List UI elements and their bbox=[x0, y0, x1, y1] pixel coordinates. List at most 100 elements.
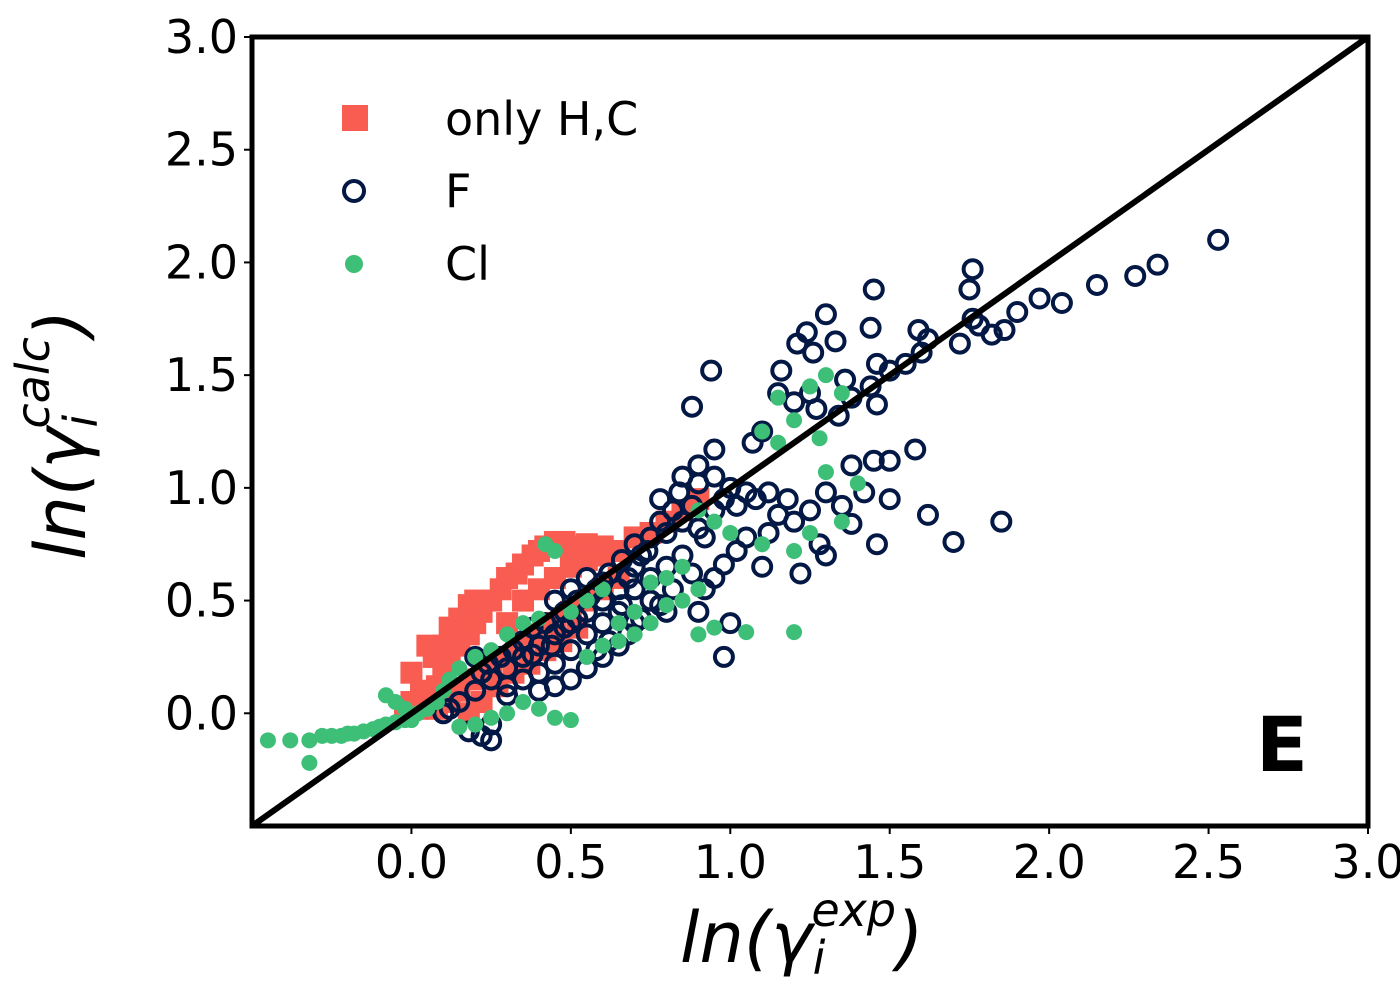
point-0-37 bbox=[400, 661, 423, 684]
point-1-71 bbox=[719, 612, 742, 635]
panel-label: E bbox=[1256, 700, 1308, 789]
point-1-49 bbox=[878, 488, 901, 511]
identity-line bbox=[250, 34, 1370, 829]
point-1-62 bbox=[725, 539, 748, 562]
y-tick-label-3: 1.5 bbox=[165, 348, 238, 402]
point-1-4 bbox=[1050, 292, 1073, 315]
point-0-58 bbox=[409, 679, 432, 702]
point-2-44 bbox=[817, 464, 834, 481]
point-2-65 bbox=[499, 705, 516, 722]
point-2-71 bbox=[610, 633, 627, 650]
legend-marker-cl bbox=[345, 255, 363, 273]
y-axis-title-sub: i bbox=[54, 414, 108, 427]
point-2-76 bbox=[690, 581, 707, 598]
legend-label-cl: Cl bbox=[445, 237, 490, 291]
y-tick-label-6: 3.0 bbox=[165, 10, 238, 64]
point-0-34 bbox=[464, 589, 487, 612]
point-1-110 bbox=[693, 526, 716, 549]
x-axis-title-base: ln(γ bbox=[680, 897, 816, 979]
y-tick-label-0: 0.0 bbox=[165, 686, 238, 740]
point-2-37 bbox=[642, 574, 659, 591]
x-tick-label-1: 0.5 bbox=[534, 835, 607, 889]
point-1-148 bbox=[496, 675, 519, 698]
point-1-165 bbox=[540, 634, 563, 657]
point-2-61 bbox=[546, 709, 563, 726]
point-2-49 bbox=[754, 536, 771, 553]
point-2-73 bbox=[642, 615, 659, 632]
point-1-104 bbox=[464, 679, 487, 702]
point-2-39 bbox=[674, 558, 691, 575]
series-cl bbox=[259, 367, 866, 771]
point-2-42 bbox=[738, 624, 755, 641]
point-2-55 bbox=[786, 412, 803, 429]
point-2-33 bbox=[578, 592, 595, 609]
point-2-64 bbox=[515, 694, 532, 711]
point-1-65 bbox=[814, 544, 837, 567]
point-1-66 bbox=[789, 562, 812, 585]
point-2-74 bbox=[658, 597, 675, 614]
point-2-62 bbox=[562, 712, 579, 729]
point-1-117 bbox=[757, 481, 780, 504]
point-1-6 bbox=[1006, 301, 1029, 324]
x-tick-label-3: 1.5 bbox=[853, 835, 926, 889]
point-1-37 bbox=[783, 391, 806, 414]
point-1-10 bbox=[961, 258, 984, 281]
point-1-41 bbox=[703, 438, 726, 461]
point-1-12 bbox=[961, 307, 984, 330]
point-1-34 bbox=[700, 359, 723, 382]
y-tick-label-2: 1.0 bbox=[165, 461, 238, 515]
point-1-59 bbox=[767, 503, 790, 526]
x-axis-title-close: ) bbox=[891, 897, 923, 979]
point-1-11 bbox=[958, 278, 981, 301]
point-1-164 bbox=[553, 616, 576, 639]
point-1-23 bbox=[824, 330, 847, 353]
point-2-67 bbox=[467, 716, 484, 733]
point-1-88 bbox=[649, 488, 672, 511]
point-1-19 bbox=[865, 352, 888, 375]
point-1-56 bbox=[814, 481, 837, 504]
point-1-27 bbox=[865, 393, 888, 416]
x-tick-label-2: 1.0 bbox=[694, 835, 767, 889]
y-axis-title: ln(γicalc) bbox=[6, 310, 108, 560]
point-1-45 bbox=[878, 449, 901, 472]
point-2-66 bbox=[483, 709, 500, 726]
point-2-45 bbox=[849, 475, 866, 492]
point-1-51 bbox=[990, 510, 1013, 533]
point-2-59 bbox=[770, 389, 787, 406]
point-1-30 bbox=[802, 341, 825, 364]
point-1-166 bbox=[521, 643, 544, 666]
point-1-46 bbox=[904, 438, 927, 461]
point-1-57 bbox=[799, 499, 821, 522]
point-1-7 bbox=[993, 319, 1016, 342]
x-tick-label-6: 3.0 bbox=[1331, 835, 1400, 889]
y-tick-label-5: 2.5 bbox=[165, 123, 238, 177]
point-2-63 bbox=[530, 700, 547, 717]
point-2-38 bbox=[658, 570, 675, 587]
point-1-143 bbox=[575, 623, 598, 646]
point-1-72 bbox=[712, 645, 735, 668]
x-tick-label-0: 0.0 bbox=[375, 835, 448, 889]
y-axis-title-sup: calc bbox=[6, 337, 60, 429]
point-1-52 bbox=[942, 530, 965, 553]
point-1-24 bbox=[814, 303, 837, 326]
x-axis-ticks: 0.0 0.5 1.0 1.5 2.0 2.5 3.0 bbox=[375, 826, 1400, 889]
point-0-36 bbox=[422, 645, 445, 668]
point-2-31 bbox=[546, 542, 563, 559]
point-2-35 bbox=[610, 615, 627, 632]
x-axis-title-sup: exp bbox=[811, 883, 896, 937]
legend-marker-only-hc bbox=[342, 105, 368, 131]
plot-frame bbox=[249, 34, 1371, 829]
point-1-16 bbox=[910, 341, 933, 364]
y-tick-label-4: 2.0 bbox=[165, 235, 238, 289]
point-2-54 bbox=[770, 434, 787, 451]
point-1-132 bbox=[623, 578, 646, 601]
y-tick-label-1: 0.5 bbox=[165, 574, 238, 628]
point-2-41 bbox=[706, 619, 723, 636]
point-1-31 bbox=[786, 332, 809, 355]
point-2-36 bbox=[626, 603, 643, 620]
point-2-24 bbox=[451, 660, 468, 677]
point-1-20 bbox=[859, 375, 882, 398]
point-1-13 bbox=[948, 332, 971, 355]
point-2-72 bbox=[626, 626, 643, 643]
point-2-58 bbox=[833, 385, 850, 402]
